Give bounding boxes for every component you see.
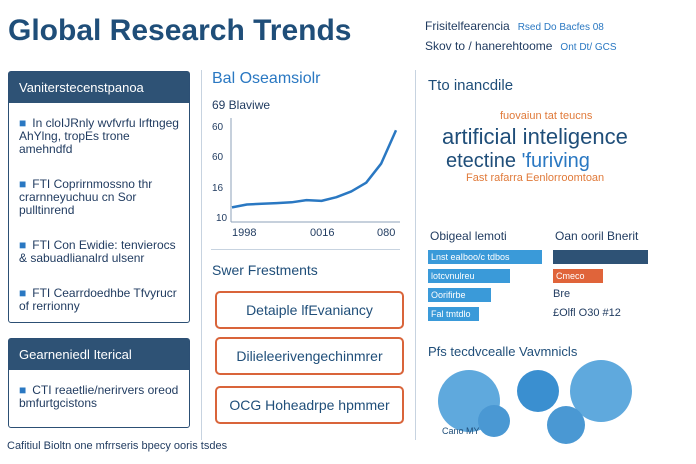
word-cloud-term: fuovaiun tat teucns [500,110,593,122]
bar-right-title: Oan ooril Bnerit [555,229,639,243]
chart-title: Bal Oseamsiolr [212,70,321,87]
x-tick-label: 0016 [310,227,335,239]
bar-left-item: lotcvnulreu [428,269,511,283]
word-cloud-title: Tto inancdile [428,77,514,94]
section-divider [211,249,400,250]
column-divider [415,70,416,440]
investment-box[interactable]: Detaiple lfEvaniancy [215,291,404,329]
bar-right-item: Bre [553,288,571,300]
finding-item: ■ FTI Con Ewidie: tenvierocs & sabuadlian… [19,238,176,265]
bubble [478,405,510,437]
word-cloud-term: artificial inteligence [442,124,628,149]
bar-right-item: Cmeco [553,269,603,283]
finding-item: ■ FTI Coprirnmossno thr crarnneyuchuu cn … [19,177,153,217]
bubble-label: Cano MY [442,426,480,436]
bar-left-item: Fal tmtdlo [428,307,480,321]
bubble-title: Pfs tecdvcealle Vavmnicls [428,344,578,359]
word-cloud-term: Fast rafarra Eenlorroomtoan [466,172,605,184]
header-meta-line2-link[interactable]: Ont Dt/ GCS [560,42,617,53]
bar-left-item: Lnst eaIboo/c tdbos [428,250,542,264]
investments-title: Swer Frestments [212,262,318,278]
finding-item: ■ FTI Cearrdoedhbe Tfvyrucr of rerrionny [19,286,177,313]
bar-right-item: £Olfl O30 #12 [553,307,621,319]
general-heading: Gearneniedl Iterical [9,339,189,370]
column-divider [201,70,202,440]
general-item: ■ CTI reaetlie/nerirvers oreod bmfurtgcis… [19,383,179,410]
x-tick-label: 1998 [232,227,257,239]
investment-box[interactable]: OCG Hoheadrpe hpmmer [215,386,404,424]
y-tick-label: 60 [212,122,224,133]
header-meta-line2: Skov to / hanerehtoome [425,39,553,53]
y-tick-label: 60 [212,152,224,163]
bubble [517,370,559,412]
header-meta: Frisitelfearencia Rsed Do Bacfes 08 Skov … [425,17,617,57]
y-tick-label: 16 [212,183,224,194]
bar-left-title: Obigeal lemoti [430,229,507,243]
word-cloud-term-a: etectine [446,150,517,172]
bubble [547,406,585,444]
key-findings-panel: Vaniterstecenstpanoa ■ In cloIJRnly wvfvr… [8,71,190,323]
line-chart [230,118,400,223]
key-findings-heading: Vaniterstecenstpanoa [9,72,189,103]
footer-note: Cafitiul Bioltn one mfrrseris bpecy oori… [7,440,228,452]
header-meta-line1-link[interactable]: Rsed Do Bacfes 08 [517,22,604,33]
chart-subtitle: 69 Blaviwe [212,98,271,112]
right-bar-group: Cmeco Bre £Olfl O30 #12 [553,250,653,330]
word-cloud-term-b: 'furiving [521,150,590,172]
header-meta-line1: Frisitelfearencia [425,19,510,33]
x-tick-label: 080 [377,227,396,239]
investment-box[interactable]: Dilieleerivengechinmrer [215,337,404,375]
bar-left-item: Oorifirbe [428,288,491,302]
word-cloud-term: etectine 'furiving [446,150,590,173]
bar-right-item [553,250,648,264]
y-tick-label: 10 [216,213,228,224]
finding-item: ■ In cloIJRnly wvfvrfu lrftngeg AhYlng, t… [19,116,179,156]
general-panel: Gearneniedl Iterical ■ CTI reaetlie/nerir… [8,338,190,428]
left-bar-group: Lnst eaIboo/c tdbos lotcvnulreu Oorifirbe F… [428,250,543,330]
series-line [231,129,398,209]
page-title: Global Research Trends [8,14,352,47]
